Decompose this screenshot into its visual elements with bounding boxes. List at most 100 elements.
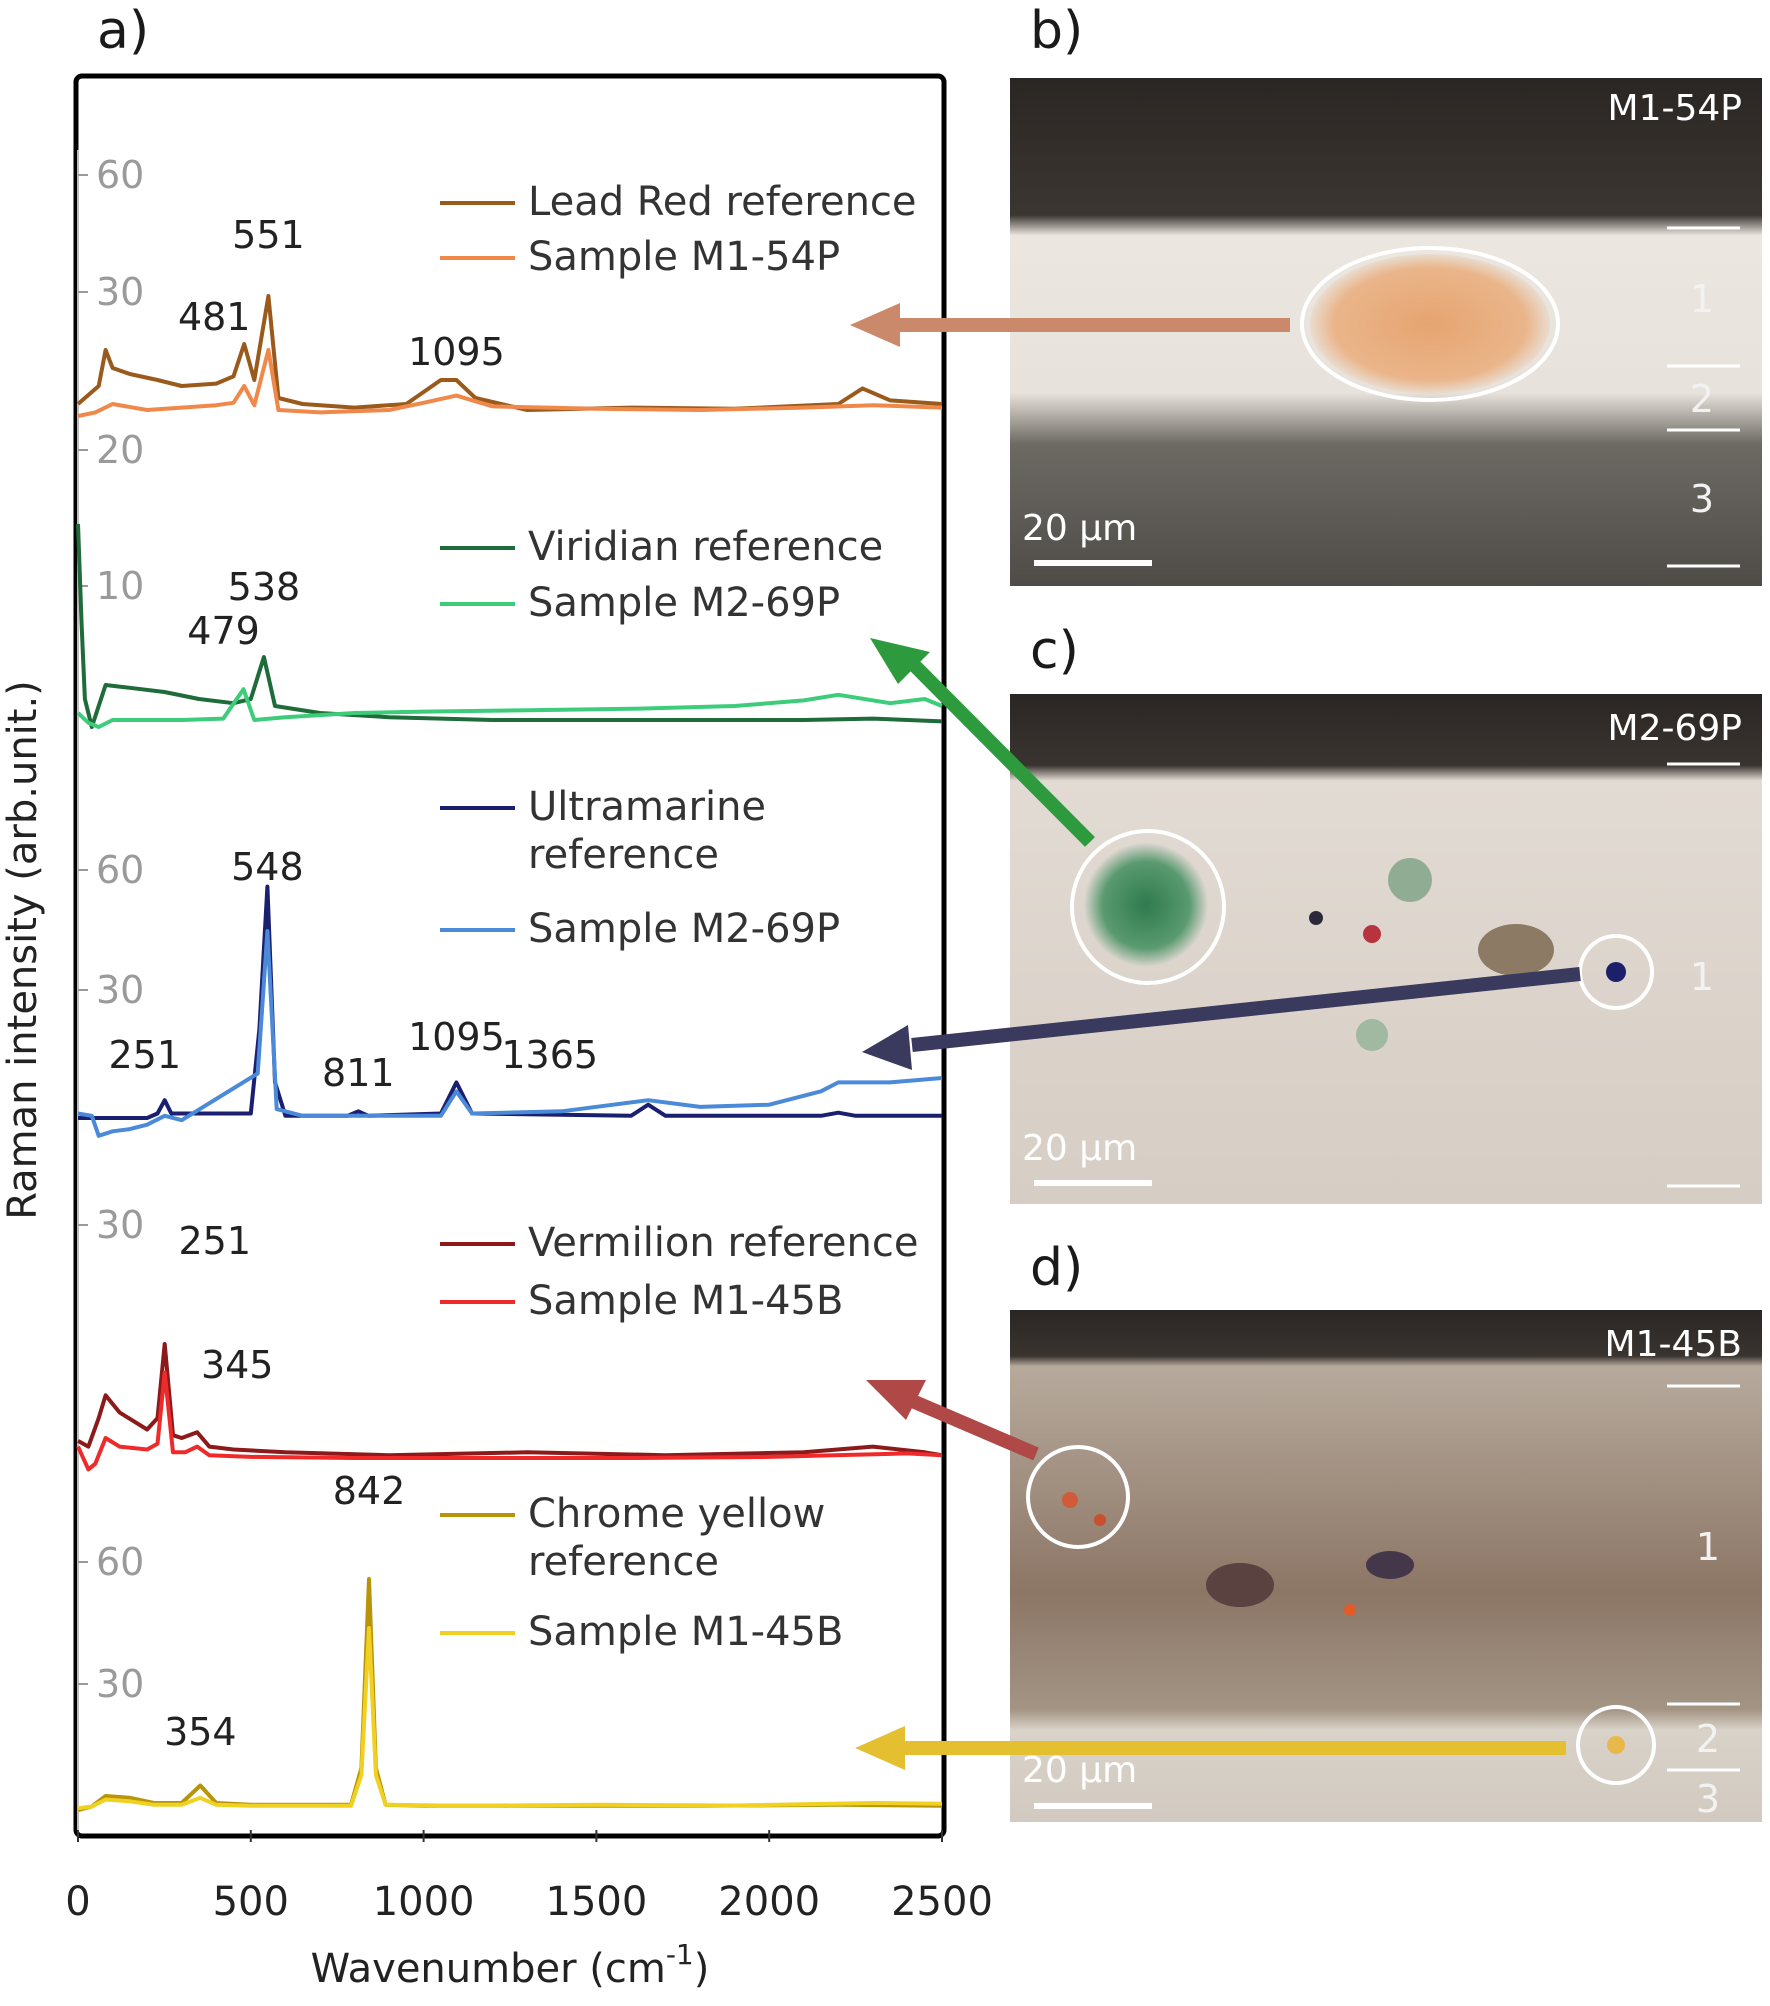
scale-label-b: 20 µm: [1022, 508, 1137, 549]
y-axis-title: Raman intensity (arb.unit.): [0, 680, 46, 1220]
x-axis: 0 500 1000 1500 2000 2500: [65, 1830, 993, 1925]
dark-pigment-speck: [1309, 911, 1323, 925]
highlight-circle-c1: [1070, 829, 1226, 985]
x-axis-title-text: Wavenumber (cm: [311, 1946, 666, 1992]
lead-red-particle: [1310, 254, 1550, 394]
peak-label: 551: [232, 213, 305, 257]
sample-label-d: M1-45B: [1605, 1324, 1742, 1365]
x-axis-title-sup: -1: [666, 1938, 694, 1971]
panel-label-b: b): [1030, 1, 1083, 61]
x-tick-label: 0: [65, 1879, 90, 1925]
x-tick-label: 500: [213, 1879, 289, 1925]
legend-label-line: Ultramarine: [528, 784, 766, 830]
y-tick-label: 30: [96, 1662, 144, 1706]
layer-number-c-1: 1: [1690, 955, 1714, 999]
red-pigment-speck: [1344, 1604, 1356, 1616]
peak-label: 479: [187, 609, 260, 653]
brown-particle: [1478, 924, 1554, 976]
y-tick-label: 60: [96, 153, 144, 197]
chart-frame: [73, 73, 947, 1839]
arrow-shaft: [907, 1393, 1039, 1461]
scale-label-c: 20 µm: [1022, 1128, 1137, 1169]
layer-number-b-1: 1: [1690, 277, 1714, 321]
peak-label: 538: [228, 565, 301, 609]
layer-number-b-3: 3: [1690, 477, 1714, 521]
red-pigment-speck: [1094, 1514, 1106, 1526]
arrow-head: [862, 1025, 912, 1070]
peak-label: 1095: [408, 330, 505, 374]
red-pigment-speck: [1363, 925, 1381, 943]
y-tick-label: 30: [96, 270, 144, 314]
green-pigment-speck: [1388, 858, 1432, 902]
legend-label: Sample M2-69P: [528, 580, 840, 626]
panel-label-a: a): [97, 1, 149, 61]
layer-number-d-1: 1: [1696, 1525, 1720, 1569]
layer-number-d-3: 3: [1696, 1777, 1720, 1821]
arrow-lead-red: [850, 303, 1290, 347]
legend-label: Sample M1-54P: [528, 234, 840, 280]
y-tick-label: 20: [96, 428, 144, 472]
arrow-head: [855, 1726, 905, 1770]
legend-label: Viridian reference: [528, 524, 883, 570]
arrow-head: [850, 303, 900, 347]
micrograph-c: M2-69P 1 20 µm: [1010, 694, 1762, 1204]
legend-label: Sample M2-69P: [528, 906, 840, 952]
panel-chrome-yellow: 60 30 842 354 Chrome yellow reference Sample M…: [77, 1469, 943, 1812]
x-tick-label: 2500: [891, 1879, 993, 1925]
peak-label: 354: [164, 1710, 237, 1754]
legend-label-line: Chrome yellow: [528, 1491, 825, 1537]
series-line-sample-m2-69p: [76, 687, 943, 729]
arrow-ultramarine: [862, 967, 1581, 1070]
series-line-ultramarine-reference: [78, 884, 942, 1120]
ultramarine-particle: [1606, 962, 1626, 982]
connector-arrows: [850, 303, 1581, 1770]
viridian-particle: [1084, 843, 1208, 967]
spectra-plot: 60 30 551 481 1095 Lead Red reference Sample M…: [65, 150, 993, 1925]
highlight-circle-b: [1300, 246, 1560, 402]
peak-label: 548: [231, 845, 304, 889]
x-axis-title-close: ): [694, 1946, 710, 1992]
arrow-shaft: [911, 967, 1581, 1052]
series-line-sample-m1-45b: [77, 1626, 943, 1811]
legend-label-line: reference: [528, 832, 719, 878]
peak-label: 811: [322, 1051, 395, 1095]
sample-label-b: M1-54P: [1608, 88, 1742, 129]
y-tick-label: 60: [96, 848, 144, 892]
dark-particle: [1366, 1551, 1414, 1579]
series-line-sample-m1-54p: [77, 348, 943, 418]
panel-label-c: c): [1030, 621, 1079, 681]
arrow-shaft: [907, 658, 1095, 847]
legend-label-line: reference: [528, 1539, 719, 1585]
legend-label: Chrome yellow reference: [528, 1491, 825, 1585]
legend-label: Lead Red reference: [528, 179, 917, 225]
y-tick-label: 60: [96, 1540, 144, 1584]
layer-number-b-2: 2: [1690, 377, 1714, 421]
peak-label: 842: [333, 1469, 406, 1513]
series-line-viridian-reference: [76, 523, 943, 729]
series-line-vermilion-reference: [77, 1342, 943, 1458]
y-tick-label: 10: [96, 564, 144, 608]
peak-label: 345: [201, 1343, 274, 1387]
panel-vermilion: 30 251 345 Vermilion reference Sample M1-45B: [76, 1203, 943, 1472]
highlight-circle-c2: [1578, 934, 1654, 1010]
legend-label: Sample M1-45B: [528, 1609, 843, 1655]
x-tick-label: 2000: [718, 1879, 820, 1925]
highlight-circle-d2: [1576, 1705, 1656, 1785]
y-tick-label: 30: [96, 1203, 144, 1247]
peak-label: 1095: [408, 1015, 505, 1059]
scale-label-d: 20 µm: [1022, 1750, 1137, 1791]
legend-label: Vermilion reference: [528, 1220, 918, 1266]
highlight-circle-d1: [1026, 1445, 1130, 1549]
micrograph-d: M1-45B 1 2 3 20 µm: [1010, 1310, 1762, 1822]
chrome-yellow-particle: [1607, 1736, 1625, 1754]
panel-label-d: d): [1030, 1238, 1083, 1298]
x-tick-label: 1000: [373, 1879, 475, 1925]
series-line-sample-m2-69p: [77, 929, 943, 1138]
legend-label: Ultramarine reference: [528, 784, 766, 878]
series-line-sample-m1-45b: [76, 1370, 943, 1472]
sample-label-c: M2-69P: [1608, 708, 1742, 749]
dark-particle: [1206, 1563, 1274, 1607]
green-pigment-speck: [1356, 1019, 1388, 1051]
